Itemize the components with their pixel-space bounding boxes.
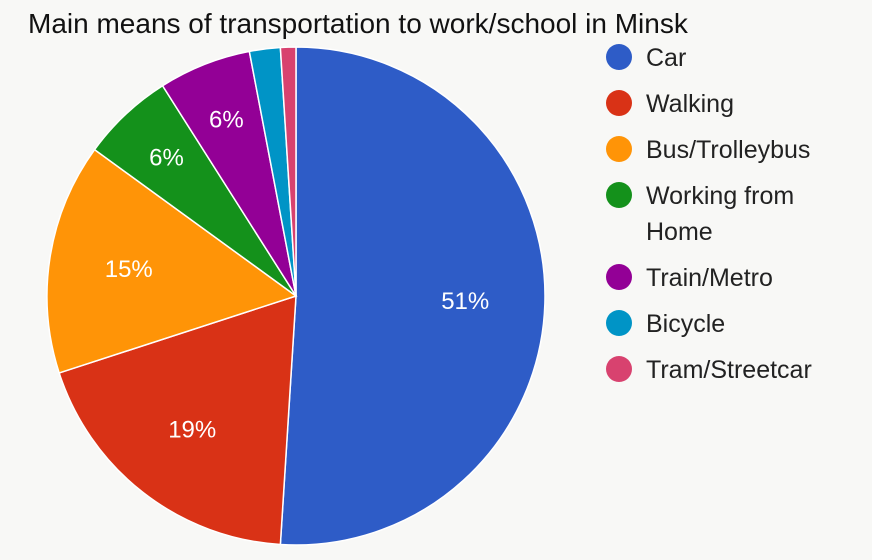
legend-item-walking: Walking [606,86,868,122]
legend-item-tram-streetcar: Tram/Streetcar [606,352,868,388]
legend-swatch-icon [606,264,632,290]
pie-slice-walking [58,294,297,546]
pie-slice-tram-streetcar [279,46,297,297]
legend-label: Bicycle [646,310,726,338]
legend-label: Tram/Streetcar [646,356,812,384]
pie-slice-bus-trolleybus [46,148,298,374]
pie-slice-car [279,46,546,546]
legend-label: Train/Metro [646,264,773,292]
legend-item-bus-trolleybus: Bus/Trolleybus [606,132,868,168]
legend-label: Bus/Trolleybus [646,136,811,164]
legend-swatch-icon [606,44,632,70]
legend-item-bicycle: Bicycle [606,306,868,342]
data-label-working-from-home: 6% [149,145,184,172]
chart-title: Main means of transportation to work/sch… [28,8,688,39]
chart-legend: Car Walking Bus/Trolleybus Working from Home… [606,40,868,398]
legend-label: Walking [646,90,734,118]
legend-swatch-icon [606,136,632,162]
legend-swatch-icon [606,182,632,208]
data-label-train-metro: 6% [209,107,244,134]
legend-label: Working from Home [646,182,795,246]
data-label-walking: 19% [168,416,216,443]
pie-slices [46,46,546,546]
legend-item-train-metro: Train/Metro [606,260,868,296]
legend-item-working-from-home: Working from Home [606,178,868,250]
pie-data-labels: 51% 19% 15% 6% 6% [105,107,490,444]
legend-swatch-icon [606,90,632,116]
data-label-car: 51% [441,288,489,315]
legend-swatch-icon [606,310,632,336]
legend-label: Car [646,44,687,72]
legend-item-car: Car [606,40,868,76]
data-label-bus-trolleybus: 15% [105,256,153,283]
legend-swatch-icon [606,356,632,382]
